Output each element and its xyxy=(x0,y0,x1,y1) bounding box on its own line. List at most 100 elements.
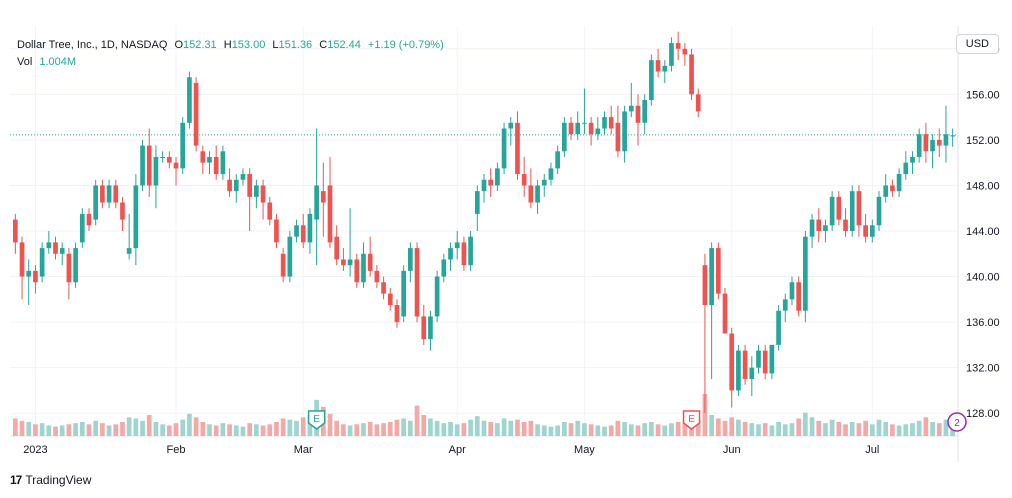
candle-body xyxy=(568,122,574,135)
symbol-info: Dollar Tree, Inc., 1D, NASDAQ xyxy=(17,39,168,51)
candle-body xyxy=(240,174,246,180)
volume-label: Vol xyxy=(17,56,33,68)
volume-bar xyxy=(481,420,487,436)
volume-bar xyxy=(474,416,480,436)
candle-body xyxy=(796,282,802,311)
volume-bar xyxy=(267,424,273,436)
volume-bar xyxy=(294,420,299,436)
candle-body xyxy=(615,122,621,152)
x-tick-label: Feb xyxy=(167,444,186,456)
candle-body xyxy=(762,350,768,374)
candle-body xyxy=(863,225,868,237)
currency-button[interactable]: USD xyxy=(955,34,999,54)
candle-body xyxy=(649,60,654,101)
candle-body xyxy=(715,248,721,294)
candle-body xyxy=(635,105,641,123)
volume-bar xyxy=(33,424,38,436)
candle-body xyxy=(146,145,152,186)
volume-bar xyxy=(300,417,306,436)
volume-bar xyxy=(836,422,842,436)
volume-bar xyxy=(274,422,279,436)
volume-bar xyxy=(535,424,540,436)
y-tick-label: 132.00 xyxy=(966,363,1000,375)
volume-bar xyxy=(414,405,420,436)
volume-bar xyxy=(146,415,152,436)
candle-body xyxy=(481,179,487,192)
volume-bar xyxy=(662,425,668,436)
candle-body xyxy=(495,168,500,186)
volume-bar xyxy=(588,424,594,436)
candle-body xyxy=(742,350,748,380)
volume-bar xyxy=(120,422,125,436)
candle-body xyxy=(548,168,554,180)
candle-body xyxy=(381,282,386,294)
candle-body xyxy=(334,236,340,260)
volume-bar xyxy=(240,426,246,436)
candle-body xyxy=(39,248,45,277)
volume-bar xyxy=(39,423,45,436)
volume-bar xyxy=(86,424,92,436)
volume-bar xyxy=(695,419,701,436)
chart-canvas[interactable]: 128.00 132.00 136.00 140.00 144.00 148.00 152.… xyxy=(10,26,1012,462)
candle-body xyxy=(849,191,855,231)
volume-bar xyxy=(843,424,848,436)
candle-body xyxy=(575,122,581,135)
volume-bar xyxy=(809,417,815,436)
volume-bar xyxy=(602,426,607,436)
candle-body xyxy=(501,128,507,169)
volume-bar xyxy=(354,424,360,436)
candle-body xyxy=(736,350,741,391)
candle-body xyxy=(749,367,755,380)
x-tick-label: Apr xyxy=(449,444,466,456)
candle-body xyxy=(59,248,65,254)
candle-body xyxy=(890,185,895,192)
volume-bar xyxy=(776,422,781,436)
earnings-marker-label: E xyxy=(688,414,695,425)
candle-body xyxy=(79,213,85,243)
volume-bar xyxy=(187,413,192,436)
candle-body xyxy=(816,219,822,231)
candle-body xyxy=(809,219,815,237)
high-label: H xyxy=(223,39,232,51)
candle-body xyxy=(883,185,889,197)
volume-line: Vol 1.004M xyxy=(17,54,444,71)
chart-legend: Dollar Tree, Inc., 1D, NASDAQ O152.31 H1… xyxy=(17,37,444,71)
volume-bar xyxy=(829,419,835,436)
change-value: +1.19 (+0.79%) xyxy=(367,39,444,51)
candle-body xyxy=(200,151,206,163)
volume-bar xyxy=(327,413,333,436)
tradingview-logo[interactable]: 17 TradingView xyxy=(10,473,91,487)
candle-body xyxy=(803,236,808,311)
candle-body xyxy=(287,236,293,277)
candle-body xyxy=(936,139,942,146)
volume-value: 1.004M xyxy=(39,56,77,68)
volume-bar xyxy=(568,423,574,436)
volume-bar xyxy=(863,420,868,436)
y-tick-label: 152.00 xyxy=(966,135,1000,147)
volume-bar xyxy=(260,425,266,436)
candle-body xyxy=(274,219,279,243)
volume-bar xyxy=(742,422,748,436)
volume-bar xyxy=(515,419,520,436)
candlestick-chart[interactable]: 128.00 132.00 136.00 140.00 144.00 148.00 152.… xyxy=(10,26,1012,462)
candle-body xyxy=(628,105,634,112)
candle-body xyxy=(515,122,520,175)
volume-bar xyxy=(649,422,654,436)
candle-body xyxy=(153,156,159,186)
volume-bar xyxy=(762,423,768,436)
candle-body xyxy=(843,219,848,231)
x-tick-label: Jul xyxy=(865,444,879,456)
volume-bar xyxy=(548,426,554,436)
low-value: 151.36 xyxy=(278,39,313,51)
volume-bar xyxy=(13,418,18,436)
volume-bar xyxy=(521,422,527,436)
ohlc-line: Dollar Tree, Inc., 1D, NASDAQ O152.31 H1… xyxy=(17,37,444,54)
candle-body xyxy=(729,333,735,391)
volume-bar xyxy=(608,425,614,436)
volume-bar xyxy=(254,424,259,436)
candle-body xyxy=(113,185,119,203)
volume-bar xyxy=(903,424,909,436)
candle-body xyxy=(521,174,527,186)
volume-bar xyxy=(910,423,915,436)
candle-body xyxy=(541,179,547,186)
